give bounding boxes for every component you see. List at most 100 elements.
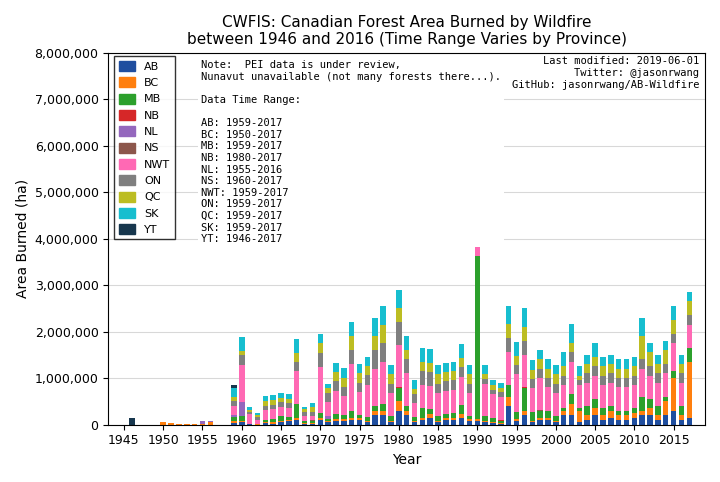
Bar (537, 378, 543, 411)
Bar (577, 411, 582, 422)
Bar (647, 415, 653, 425)
Bar (443, 414, 449, 418)
Bar (255, 415, 260, 417)
Bar (553, 384, 559, 393)
Bar (687, 362, 692, 418)
Bar (294, 352, 300, 362)
Text: Last modified: 2019-06-01
Twitter: @jasonrwang
GitHub: jasonrwang/AB-Wildfire: Last modified: 2019-06-01 Twitter: @jaso… (511, 56, 699, 90)
Bar (349, 350, 354, 364)
Bar (443, 381, 449, 390)
Bar (608, 418, 613, 425)
Bar (286, 408, 292, 417)
Bar (294, 371, 300, 404)
Bar (631, 385, 637, 408)
Bar (443, 362, 449, 372)
Bar (404, 373, 410, 406)
Bar (372, 415, 378, 425)
Bar (412, 403, 417, 417)
Bar (671, 371, 676, 378)
Bar (506, 406, 511, 425)
Bar (436, 375, 441, 384)
X-axis label: Year: Year (392, 453, 421, 467)
Bar (443, 390, 449, 414)
Bar (529, 379, 535, 388)
Bar (624, 420, 629, 425)
Bar (318, 418, 323, 420)
Bar (372, 369, 378, 406)
Bar (647, 408, 653, 415)
Bar (349, 336, 354, 350)
Bar (420, 371, 425, 385)
Bar (639, 360, 645, 369)
Bar (514, 412, 519, 419)
Bar (624, 388, 629, 411)
Bar (263, 422, 268, 423)
Bar (474, 218, 480, 255)
Bar (687, 348, 692, 362)
Bar (239, 421, 245, 422)
Bar (428, 349, 433, 362)
Bar (349, 322, 354, 336)
Bar (168, 423, 174, 425)
Bar (514, 421, 519, 425)
Bar (325, 419, 331, 421)
Bar (231, 385, 237, 388)
Bar (302, 409, 307, 412)
Bar (600, 420, 606, 425)
Bar (671, 411, 676, 425)
Bar (372, 350, 378, 369)
Bar (624, 369, 629, 378)
Bar (333, 372, 338, 381)
Bar (372, 318, 378, 336)
Bar (396, 308, 402, 322)
Bar (436, 421, 441, 422)
Bar (631, 357, 637, 366)
Bar (341, 421, 346, 425)
Bar (647, 375, 653, 399)
Bar (318, 420, 323, 425)
Bar (577, 422, 582, 425)
Bar (388, 375, 394, 384)
Bar (577, 366, 582, 375)
Bar (420, 408, 425, 418)
Bar (655, 383, 661, 406)
Bar (639, 336, 645, 360)
Bar (647, 366, 653, 375)
Bar (428, 372, 433, 386)
Bar (529, 388, 535, 412)
Bar (655, 406, 661, 415)
Bar (671, 378, 676, 411)
Bar (364, 421, 370, 422)
Bar (577, 385, 582, 408)
Bar (616, 369, 621, 378)
Bar (482, 384, 488, 416)
Bar (255, 419, 260, 424)
Bar (498, 388, 503, 392)
Bar (514, 356, 519, 365)
Bar (199, 424, 205, 425)
Bar (161, 422, 166, 425)
Bar (380, 306, 386, 325)
Bar (364, 385, 370, 417)
Bar (655, 420, 661, 425)
Bar (271, 404, 276, 409)
Bar (585, 415, 590, 420)
Bar (498, 420, 503, 423)
Bar (349, 364, 354, 411)
Bar (529, 421, 535, 422)
Bar (247, 410, 252, 412)
Bar (364, 417, 370, 421)
Bar (357, 383, 362, 392)
Bar (388, 416, 394, 421)
Y-axis label: Area Burned (ha): Area Burned (ha) (15, 179, 29, 298)
Bar (490, 422, 496, 423)
Bar (514, 365, 519, 375)
Bar (255, 413, 260, 415)
Bar (608, 411, 613, 418)
Bar (271, 424, 276, 425)
Bar (639, 415, 645, 425)
Bar (404, 336, 410, 350)
Bar (192, 424, 197, 425)
Bar (585, 406, 590, 415)
Bar (372, 336, 378, 350)
